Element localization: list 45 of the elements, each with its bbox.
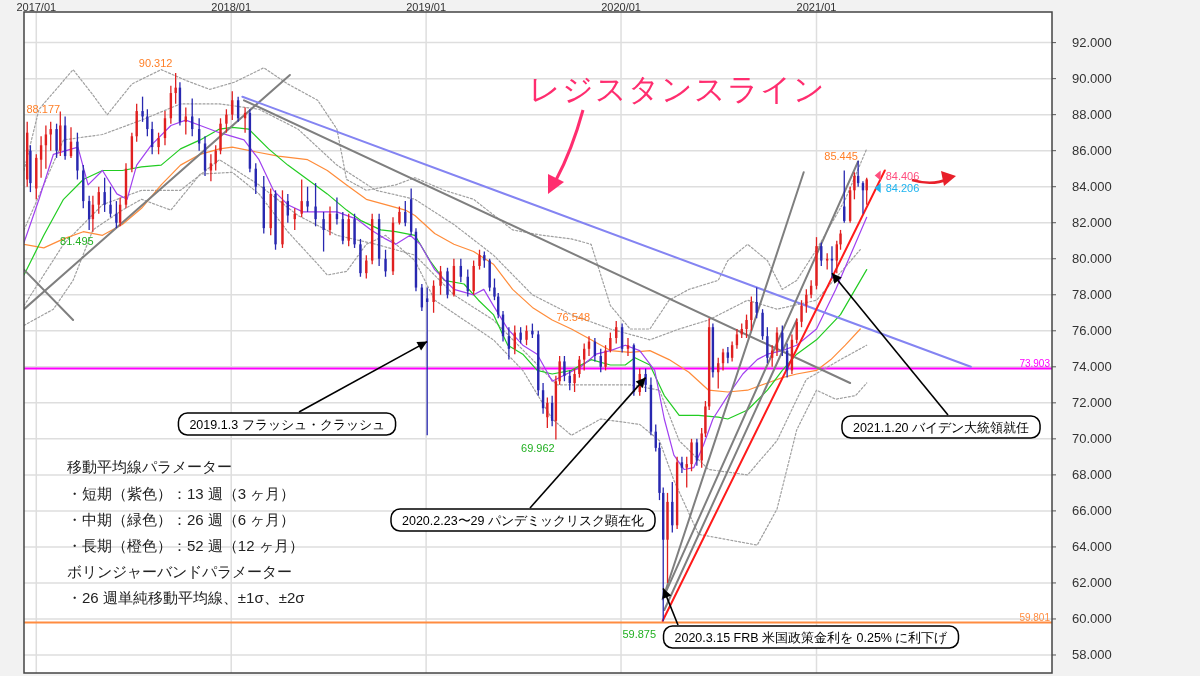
y-tick-label: 92.000	[1072, 35, 1112, 51]
annotation: ・短期（紫色）：13 週（3 ヶ月）	[67, 485, 296, 502]
y-tick-label: 86.000	[1072, 143, 1112, 159]
annotation: ボリンジャーバンドパラメーター	[67, 563, 292, 580]
annotation: ・長期（橙色）：52 週（12 ヶ月）	[67, 537, 304, 554]
annotation: 76.548	[556, 310, 591, 323]
x-tick-label: 2019/01	[406, 1, 446, 13]
y-tick-label: 64.000	[1072, 539, 1112, 555]
annotation: 2020.3.15 FRB 米国政策金利を 0.25% に利下げ	[674, 630, 949, 645]
y-tick-label: 76.000	[1072, 323, 1112, 339]
x-tick-label: 2017/01	[16, 1, 57, 13]
annotation: ・中期（緑色）：26 週（6 ヶ月）	[67, 511, 296, 528]
annotation: 2021.1.20 バイデン大統領就任	[852, 420, 1030, 435]
y-tick-label: 62.000	[1072, 575, 1112, 591]
annotation: 2019.1.3 フラッシュ・クラッシュ	[189, 417, 385, 432]
annotation: ・26 週単純移動平均線、±1σ、±2σ	[67, 589, 306, 606]
x-tick-label: 2018/01	[211, 1, 252, 13]
annotation: 88.177	[26, 103, 61, 116]
y-tick-label: 74.000	[1072, 359, 1112, 375]
annotation: 2020.2.23〜29 パンデミックリスク顕在化	[402, 513, 644, 528]
annotation: 84.206	[885, 182, 920, 195]
annotation: 81.495	[60, 234, 94, 247]
ref-line-label: 59.801	[1019, 611, 1051, 623]
y-tick-label: 80.000	[1072, 251, 1112, 267]
annotation: 69.962	[521, 441, 555, 454]
y-tick-label: 70.000	[1072, 431, 1112, 447]
annotation: 59.875	[622, 628, 657, 641]
y-tick-label: 68.000	[1072, 467, 1112, 483]
ref-line-label: 73.903	[1019, 357, 1051, 369]
y-tick-label: 60.000	[1072, 611, 1112, 627]
y-tick-label: 82.000	[1072, 215, 1112, 231]
annotation: 90.312	[138, 57, 173, 70]
x-tick-label: 2020/01	[601, 1, 641, 13]
y-tick-label: 58.000	[1072, 647, 1112, 663]
annotation: 移動平均線パラメーター	[67, 458, 232, 475]
y-tick-label: 84.000	[1072, 179, 1112, 195]
annotation: レジスタンスライン	[528, 72, 826, 107]
y-tick-label: 72.000	[1072, 395, 1112, 411]
annotation: 84.406	[885, 169, 920, 182]
y-tick-label: 66.000	[1072, 503, 1112, 519]
x-tick-label: 2021/01	[796, 1, 837, 13]
y-tick-label: 88.000	[1072, 107, 1112, 123]
y-tick-label: 90.000	[1072, 71, 1112, 87]
annotation: 85.445	[824, 149, 858, 162]
y-tick-label: 78.000	[1072, 287, 1112, 303]
